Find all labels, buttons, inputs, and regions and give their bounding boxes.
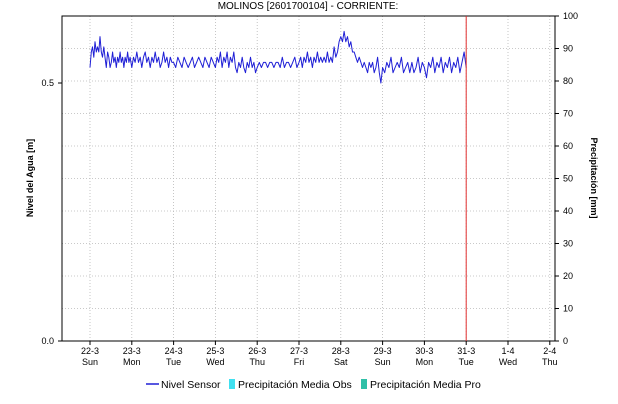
x-tick-weekday: Sun: [375, 357, 391, 367]
right-tick-label: 0: [563, 336, 568, 346]
x-tick-weekday: Tue: [459, 357, 474, 367]
right-tick-label: 20: [563, 271, 573, 281]
legend-item-pro: Precipitación Media Pro: [361, 379, 481, 391]
left-tick-label: 0.0: [41, 336, 54, 346]
x-tick-date: 2-4: [543, 346, 556, 356]
legend-label-obs: Precipitación Media Obs: [238, 379, 352, 391]
x-tick-weekday: Wed: [206, 357, 224, 367]
left-axis: 0.0 0.5: [41, 78, 62, 346]
left-tick-label: 0.5: [41, 78, 54, 88]
x-tick-weekday: Sun: [82, 357, 98, 367]
x-tick-date: 29-3: [374, 346, 392, 356]
x-tick-date: 31-3: [457, 346, 475, 356]
x-tick-date: 26-3: [248, 346, 266, 356]
x-tick-weekday: Thu: [249, 357, 265, 367]
x-tick-date: 30-3: [415, 346, 433, 356]
right-tick-label: 30: [563, 239, 573, 249]
x-tick-date: 27-3: [290, 346, 308, 356]
legend-label-pro: Precipitación Media Pro: [370, 379, 481, 391]
grid: [62, 16, 555, 341]
right-tick-label: 80: [563, 76, 573, 86]
left-axis-title: Nivel del Agua [m]: [25, 139, 35, 217]
right-tick-label: 10: [563, 304, 573, 314]
right-tick-label: 100: [563, 11, 578, 21]
legend-swatch-obs: [229, 379, 235, 389]
x-tick-date: 25-3: [206, 346, 224, 356]
right-tick-label: 90: [563, 44, 573, 54]
x-tick-weekday: Thu: [542, 357, 558, 367]
right-tick-label: 70: [563, 109, 573, 119]
x-tick-date: 23-3: [123, 346, 141, 356]
x-tick-weekday: Tue: [166, 357, 181, 367]
series-line-nivel-sensor: [89, 30, 467, 84]
right-axis-title: Precipitación [mm]: [589, 137, 599, 218]
legend-item-obs: Precipitación Media Obs: [229, 379, 352, 391]
right-tick-label: 60: [563, 141, 573, 151]
right-tick-label: 40: [563, 206, 573, 216]
x-tick-date: 28-3: [332, 346, 350, 356]
x-tick-date: 24-3: [165, 346, 183, 356]
x-tick-weekday: Wed: [499, 357, 517, 367]
legend-label-sensor: Nivel Sensor: [161, 379, 221, 391]
x-axis: 22-3Sun23-3Mon24-3Tue25-3Wed26-3Thu27-3F…: [81, 341, 558, 367]
right-tick-label: 50: [563, 174, 573, 184]
x-tick-date: 1-4: [501, 346, 514, 356]
x-tick-weekday: Mon: [123, 357, 141, 367]
x-tick-date: 22-3: [81, 346, 99, 356]
legend: Nivel Sensor Precipitación Media Obs Pre…: [146, 379, 481, 391]
x-tick-weekday: Fri: [294, 357, 305, 367]
right-axis: 0 10 20 30 40 50 60 70 80 90 100: [555, 11, 578, 346]
chart-title: MOLINOS [2601700104] - CORRIENTE:: [218, 1, 399, 12]
legend-swatch-pro: [361, 379, 367, 389]
x-tick-weekday: Mon: [416, 357, 434, 367]
legend-item-sensor: Nivel Sensor: [146, 379, 221, 391]
x-tick-weekday: Sat: [334, 357, 348, 367]
